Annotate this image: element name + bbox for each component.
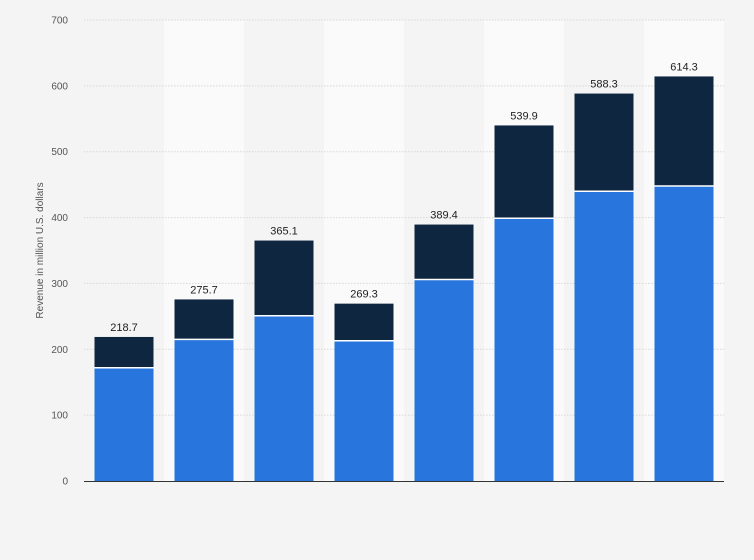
y-tick-label-100: 100 (51, 411, 68, 422)
y-tick-label-500: 500 (51, 147, 68, 158)
bar-segment-1-3 (334, 303, 394, 341)
bar-segment-0-1 (174, 339, 234, 481)
data-label-1: 275.7 (190, 284, 218, 296)
bar-segment-0-2 (254, 315, 314, 481)
data-label-3: 269.3 (350, 289, 378, 301)
bar-segment-0-3 (334, 340, 394, 481)
data-label-0: 218.7 (110, 322, 138, 334)
bar-segment-1-7 (654, 76, 714, 186)
y-tick-label-300: 300 (51, 279, 68, 290)
y-tick-label-600: 600 (51, 81, 68, 92)
y-axis-ticks: 0 100 200 300 400 500 600 700 (51, 16, 68, 488)
y-tick-label-400: 400 (51, 213, 68, 224)
bar-segment-0-4 (414, 279, 474, 481)
y-axis-label: Revenue in million U.S. dollars (35, 182, 46, 318)
data-labels: 218.7 275.7 365.1 269.3 389.4 539.9 588.3 614.3 (110, 61, 698, 334)
data-label-5: 539.9 (510, 110, 538, 122)
data-label-4: 389.4 (430, 210, 458, 222)
bars (94, 76, 714, 482)
y-tick-label-200: 200 (51, 345, 68, 356)
bar-segment-1-5 (494, 125, 554, 219)
bar-segment-0-6 (574, 191, 634, 481)
data-label-2: 365.1 (270, 226, 298, 238)
bar-segment-1-2 (254, 240, 314, 316)
y-tick-label-700: 700 (51, 16, 68, 27)
bar-segment-0-5 (494, 218, 554, 482)
y-tick-label-0: 0 (62, 477, 68, 488)
bar-segment-1-0 (94, 336, 154, 368)
data-label-7: 614.3 (670, 61, 698, 73)
data-label-6: 588.3 (590, 79, 618, 91)
bar-segment-1-6 (574, 93, 634, 192)
bar-segment-1-4 (414, 224, 474, 280)
bar-segment-1-1 (174, 299, 234, 340)
bar-segment-0-7 (654, 185, 714, 481)
bar-segment-0-0 (94, 367, 154, 481)
